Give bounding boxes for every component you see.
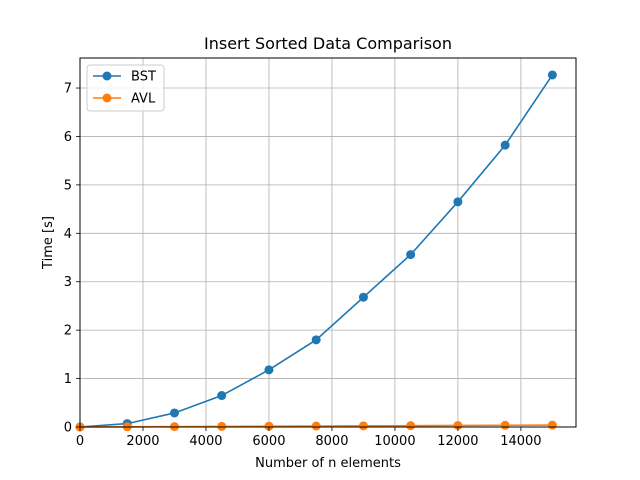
data-point-avl [217,421,227,431]
y-tick-label: 7 [64,82,72,97]
x-tick-label: 2000 [126,434,159,449]
data-point-bst [264,365,274,375]
data-point-avl [358,421,368,431]
data-point-avl [406,421,416,431]
x-tick-label: 4000 [189,434,222,449]
data-point-bst [311,335,321,345]
legend-label: AVL [131,92,156,107]
x-tick-label: 6000 [252,434,285,449]
data-point-bst [406,250,416,260]
y-axis-label: Time [s] [41,216,56,270]
y-tick-label: 0 [64,421,72,436]
y-tick-label: 3 [64,275,72,290]
data-point-bst [358,292,368,302]
x-tick-label: 10000 [374,434,415,449]
x-tick-label: 12000 [437,434,478,449]
x-tick-label: 14000 [500,434,541,449]
legend: BST AVL [86,64,165,112]
x-tick-label: 8000 [315,434,348,449]
data-point-bst [453,197,463,207]
data-point-bst [500,140,510,150]
data-point-avl [453,420,463,430]
y-tick-label: 5 [64,178,72,193]
plot-frame [79,57,577,428]
series-layer [75,70,557,432]
data-point-avl [264,421,274,431]
legend-swatch-marker [102,93,112,103]
x-axis-label: Number of n elements [255,456,401,471]
y-tick-label: 2 [64,324,72,339]
y-tick-label: 6 [64,130,72,145]
data-point-avl [547,420,557,430]
x-tick-label: 0 [76,434,84,449]
data-point-bst [169,408,179,418]
legend-label: BST [131,70,156,85]
y-tick-label: 4 [64,227,72,242]
data-point-avl [500,420,510,430]
legend-swatch-marker [102,71,112,81]
data-point-bst [217,391,227,401]
data-point-avl [311,421,321,431]
data-point-bst [547,70,557,80]
y-tick-label: 1 [64,372,72,387]
ticks: 0 2000 4000 6000 8000 10000 12000 14000 0 1 2 3 4 5 6 7 [64,82,542,449]
chart-title: Insert Sorted Data Comparison [204,34,452,53]
